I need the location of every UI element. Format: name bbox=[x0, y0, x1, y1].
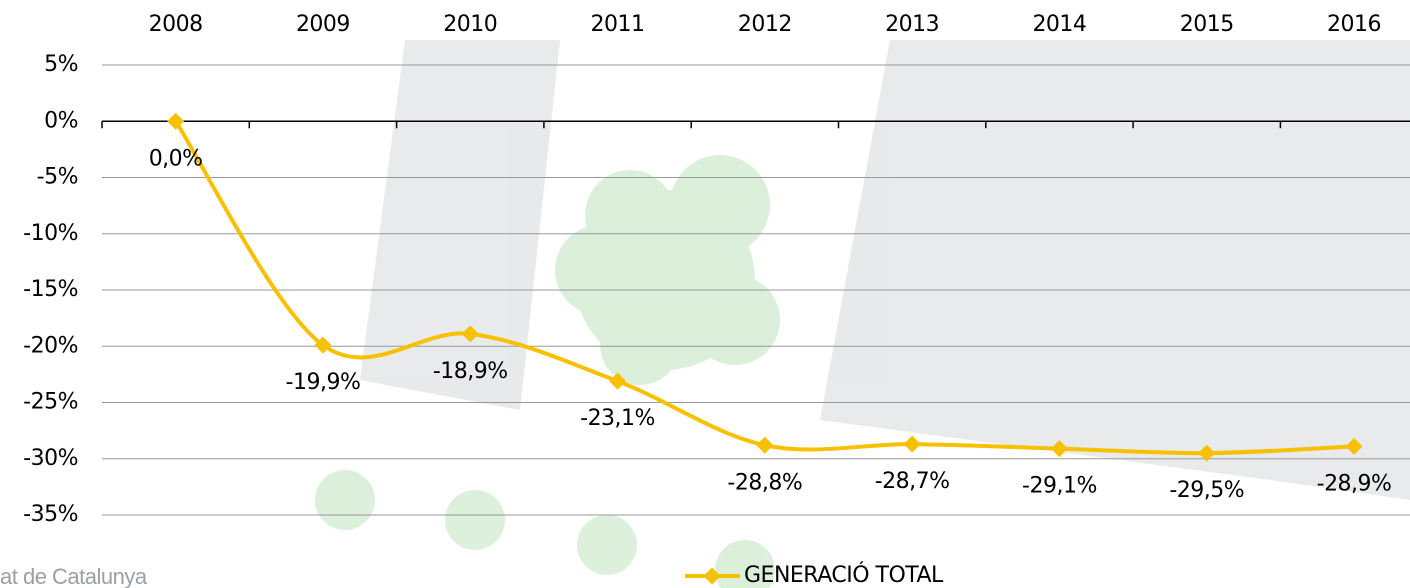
x-tick-label: 2011 bbox=[591, 12, 645, 37]
x-tick-label: 2010 bbox=[443, 12, 497, 37]
y-tick-label: -15% bbox=[23, 277, 78, 302]
x-tick-label: 2015 bbox=[1180, 12, 1234, 37]
y-tick-label: -10% bbox=[23, 221, 78, 246]
background-watermark bbox=[315, 40, 1410, 588]
y-tick-label: -30% bbox=[23, 446, 78, 471]
x-tick-label: 2016 bbox=[1327, 12, 1381, 37]
data-label: -29,5% bbox=[1169, 478, 1244, 503]
x-tick-label: 2013 bbox=[885, 12, 939, 37]
x-tick-label: 2012 bbox=[738, 12, 792, 37]
data-label: -29,1% bbox=[1022, 474, 1097, 499]
watermark-text: at de Catalunya bbox=[0, 564, 148, 588]
x-tick-label: 2009 bbox=[296, 12, 350, 37]
y-tick-label: -5% bbox=[37, 165, 78, 190]
legend-marker bbox=[703, 567, 721, 585]
y-tick-label: -20% bbox=[23, 333, 78, 358]
data-label: -28,9% bbox=[1317, 471, 1392, 496]
data-label: -18,9% bbox=[433, 359, 508, 384]
point-marker bbox=[756, 436, 774, 454]
y-tick-label: 0% bbox=[44, 108, 78, 133]
data-label: -28,7% bbox=[875, 469, 950, 494]
y-tick-label: -35% bbox=[23, 502, 78, 527]
point-marker bbox=[314, 336, 332, 354]
y-tick-label: -25% bbox=[23, 390, 78, 415]
data-label: -28,8% bbox=[727, 470, 802, 495]
x-tick-label: 2008 bbox=[149, 12, 203, 37]
data-label: -19,9% bbox=[286, 370, 361, 395]
point-marker bbox=[903, 435, 921, 453]
point-marker bbox=[609, 372, 627, 390]
legend-label: GENERACIÓ TOTAL bbox=[744, 562, 944, 588]
data-label: 0,0% bbox=[149, 146, 203, 171]
point-marker bbox=[167, 112, 185, 130]
x-tick-label: 2014 bbox=[1032, 12, 1086, 37]
data-label: -23,1% bbox=[580, 406, 655, 431]
point-marker bbox=[461, 325, 479, 343]
series-line bbox=[173, 120, 1355, 456]
y-tick-label: 5% bbox=[44, 52, 78, 77]
